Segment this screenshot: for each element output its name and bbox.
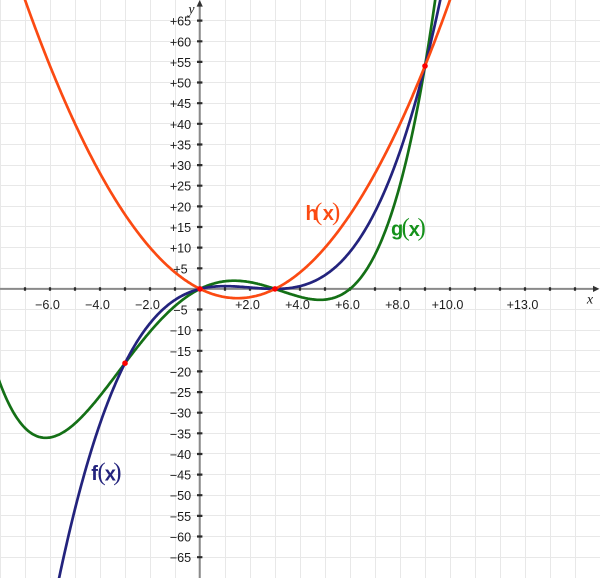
svg-text:+4.0: +4.0 [285, 298, 310, 312]
svg-text:−40: −40 [170, 448, 191, 462]
svg-text:+50: +50 [170, 77, 191, 91]
svg-text:f: f [91, 463, 98, 485]
svg-text:+60: +60 [170, 35, 191, 49]
svg-text:−30: −30 [170, 407, 191, 421]
svg-text:−35: −35 [170, 427, 191, 441]
svg-text:−55: −55 [170, 510, 191, 524]
svg-text:−60: −60 [170, 531, 191, 545]
svg-text:−50: −50 [170, 489, 191, 503]
svg-text:(: ( [97, 459, 105, 486]
svg-text:−2.0: −2.0 [135, 298, 160, 312]
svg-text:+13.0: +13.0 [507, 298, 539, 312]
svg-text:+35: +35 [170, 139, 191, 153]
svg-text:+30: +30 [170, 159, 191, 173]
svg-text:+2.0: +2.0 [235, 298, 260, 312]
svg-text:+40: +40 [170, 118, 191, 132]
svg-text:+15: +15 [170, 221, 191, 235]
svg-text:+65: +65 [170, 15, 191, 29]
svg-text:x: x [323, 203, 334, 225]
svg-text:+10.0: +10.0 [432, 298, 464, 312]
svg-text:h: h [306, 203, 318, 225]
svg-text:(: ( [402, 215, 410, 242]
svg-text:+20: +20 [170, 200, 191, 214]
svg-text:): ) [113, 459, 121, 486]
svg-text:−10: −10 [170, 324, 191, 338]
svg-text:−25: −25 [170, 386, 191, 400]
svg-text:−6.0: −6.0 [35, 298, 60, 312]
svg-text:x: x [409, 219, 420, 241]
svg-text:−5: −5 [173, 304, 187, 318]
svg-text:x: x [586, 292, 594, 307]
svg-text:−65: −65 [170, 551, 191, 565]
svg-text:+8.0: +8.0 [385, 298, 410, 312]
svg-text:+45: +45 [170, 97, 191, 111]
svg-text:): ) [418, 215, 426, 242]
svg-text:x: x [105, 463, 116, 485]
svg-text:y: y [187, 2, 195, 17]
svg-text:−20: −20 [170, 365, 191, 379]
svg-text:+10: +10 [170, 242, 191, 256]
svg-text:+55: +55 [170, 56, 191, 70]
svg-text:+6.0: +6.0 [335, 298, 360, 312]
svg-text:(: ( [314, 199, 322, 226]
svg-text:−45: −45 [170, 469, 191, 483]
svg-text:−15: −15 [170, 345, 191, 359]
svg-text:): ) [332, 199, 340, 226]
svg-text:−4.0: −4.0 [85, 298, 110, 312]
svg-text:+25: +25 [170, 180, 191, 194]
svg-text:g: g [391, 219, 403, 241]
